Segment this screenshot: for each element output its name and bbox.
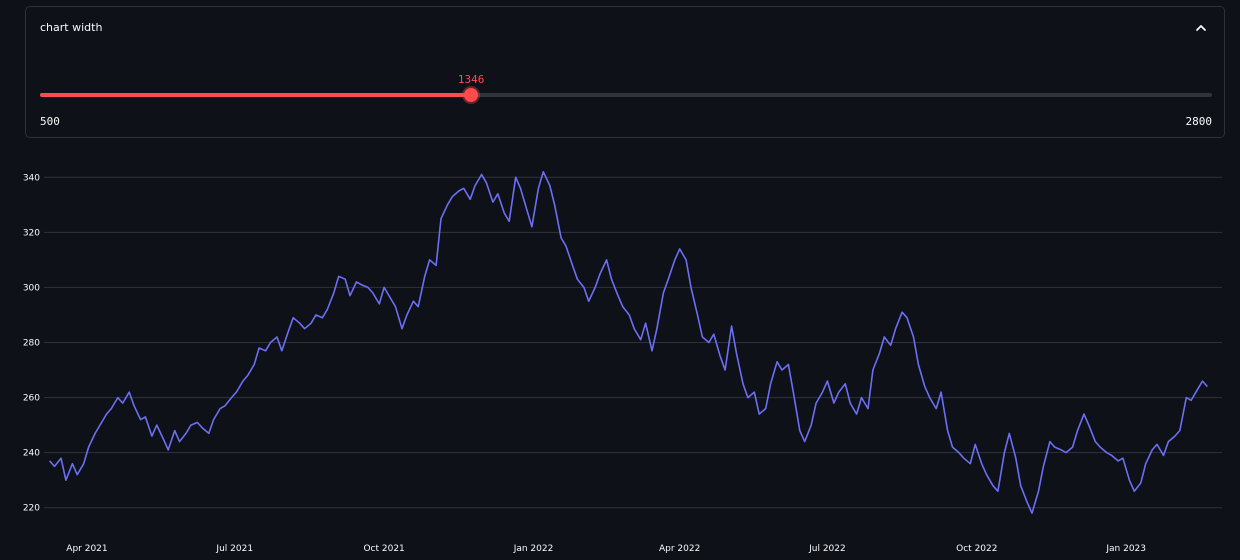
y-tick-label: 280 <box>23 339 40 349</box>
y-tick-label: 300 <box>23 283 40 293</box>
y-tick-label: 320 <box>23 228 40 238</box>
line-chart: 220 240 260 280 300 320 340 Apr 2021 Jul 2021 Oc… <box>23 171 1222 554</box>
slider-track[interactable] <box>40 93 1212 97</box>
x-tick-label: Apr 2021 <box>66 544 107 554</box>
x-axis-ticks: Apr 2021 Jul 2021 Oct 2021 Jan 2022 Apr 2022… <box>66 544 1146 554</box>
slider-track-fill <box>40 93 472 97</box>
x-tick-label: Jul 2022 <box>808 544 846 554</box>
slider-max-label: 2800 <box>1185 115 1213 128</box>
slider-min-label: 500 <box>40 115 60 128</box>
x-tick-label: Jan 2022 <box>513 544 554 554</box>
chart-width-slider[interactable]: 1346 500 2800 <box>40 71 1212 128</box>
series-line <box>49 171 1208 514</box>
expander-title: chart width <box>40 21 103 34</box>
y-tick-label: 340 <box>23 173 40 183</box>
y-axis-ticks: 220 240 260 280 300 320 340 <box>23 173 40 513</box>
chart-width-expander: chart width 1346 500 2800 <box>25 6 1225 138</box>
x-tick-label: Jul 2021 <box>215 544 253 554</box>
x-tick-label: Jan 2023 <box>1105 544 1146 554</box>
slider-value-label: 1346 <box>457 73 485 86</box>
x-tick-label: Apr 2022 <box>659 544 700 554</box>
chart-gridlines <box>44 176 1222 509</box>
chevron-up-icon[interactable] <box>1194 22 1208 34</box>
y-tick-label: 240 <box>23 449 40 459</box>
y-tick-label: 220 <box>23 504 40 514</box>
slider-thumb[interactable] <box>464 88 479 102</box>
expander-header[interactable]: chart width <box>26 7 1224 49</box>
y-tick-label: 260 <box>23 394 40 404</box>
x-tick-label: Oct 2021 <box>363 544 404 554</box>
x-tick-label: Oct 2022 <box>956 544 997 554</box>
